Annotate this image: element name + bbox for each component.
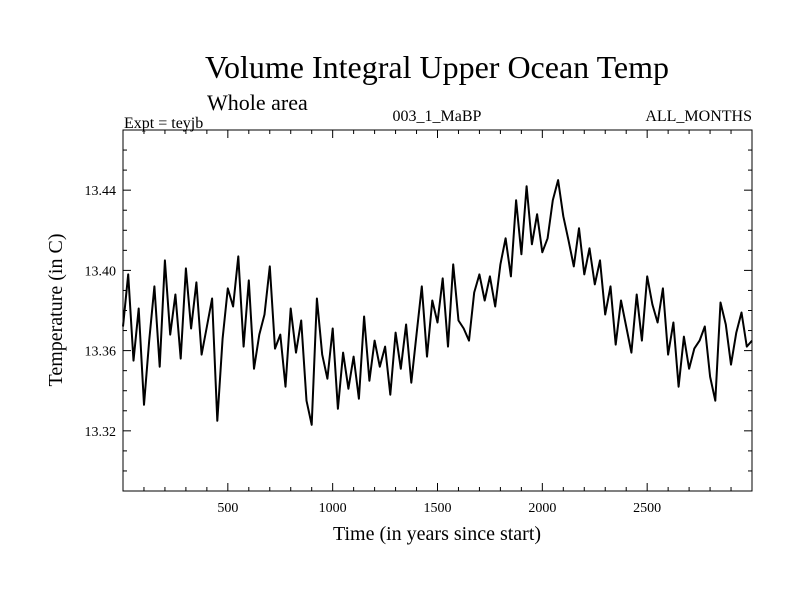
- x-tick-label-500: 500: [217, 501, 238, 516]
- series-group: [122, 179, 753, 426]
- x-tick-label-1500: 1500: [424, 501, 452, 516]
- x-axis-tick-labels: 500 1000 1500 2000 2500: [217, 501, 661, 516]
- x-tick-label-2000: 2000: [528, 501, 556, 516]
- chart-title: Volume Integral Upper Ocean Temp: [205, 49, 669, 85]
- y-tick-label-13-40: 13.40: [85, 264, 117, 279]
- y-axis-ticks: [123, 149, 752, 472]
- plot-frame: [122, 129, 753, 492]
- months-label: ALL_MONTHS: [645, 108, 752, 125]
- x-axis-label: Time (in years since start): [333, 523, 541, 545]
- y-axis-tick-labels: 13.32 13.36 13.40 13.44: [85, 184, 117, 440]
- series-line-teyjb: [122, 179, 753, 426]
- x-tick-label-2500: 2500: [633, 501, 661, 516]
- x-axis-ticks: [143, 130, 732, 491]
- y-tick-label-13-36: 13.36: [85, 345, 117, 360]
- x-tick-label-1000: 1000: [319, 501, 347, 516]
- expt-label: Expt = teyjb: [124, 115, 203, 132]
- y-tick-label-13-32: 13.32: [85, 425, 117, 440]
- y-axis-label: Temperature (in C): [45, 234, 67, 387]
- y-tick-label-13-44: 13.44: [85, 184, 117, 199]
- chart-subtitle: Whole area: [207, 90, 308, 115]
- run-label: 003_1_MaBP: [393, 108, 482, 125]
